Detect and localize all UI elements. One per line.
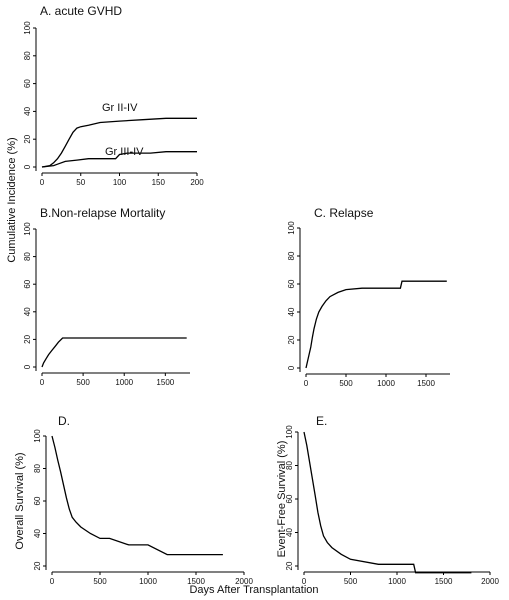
x-tick-label: 1000: [115, 378, 133, 387]
panel-title: D.: [58, 414, 70, 428]
x-tick-label: 500: [339, 379, 353, 388]
x-tick-label: 1000: [139, 577, 157, 586]
x-tick-label: 1500: [417, 379, 435, 388]
y-tick-label: 60: [23, 79, 32, 88]
x-tick-label: 150: [152, 178, 166, 187]
curve: [41, 117, 197, 168]
y-tick-label: 80: [33, 464, 42, 473]
x-tick-label: 1000: [377, 379, 395, 388]
x-tick-label: 200: [190, 178, 204, 187]
x-tick-label: 0: [40, 178, 45, 187]
x-tick-label: 100: [113, 178, 127, 187]
y-tick-label: 40: [23, 307, 32, 316]
series-label: Gr III-IV: [105, 146, 144, 158]
y-tick-label: 20: [285, 561, 294, 570]
x-tick-label: 2000: [235, 577, 253, 586]
y-tick-label: 20: [33, 561, 42, 570]
panel-title: C. Relapse: [314, 206, 374, 220]
x-tick-label: 0: [50, 577, 55, 586]
y-tick-label: 20: [23, 134, 32, 143]
y-tick-label: 60: [285, 494, 294, 503]
y-tick-label: 0: [23, 364, 32, 369]
x-tick-label: 1500: [156, 378, 174, 387]
y-tick-label: 20: [23, 334, 32, 343]
curve: [41, 151, 197, 168]
y-label: Event-Free Survival (%): [276, 441, 288, 558]
y-tick-label: 100: [23, 222, 32, 236]
y-tick-label: 40: [33, 529, 42, 538]
y-tick-label: 80: [23, 252, 32, 261]
y-tick-label: 40: [23, 106, 32, 115]
y-tick-label: 80: [287, 251, 296, 260]
x-tick-label: 50: [76, 178, 85, 187]
y-tick-label: 100: [23, 21, 32, 35]
y-tick-label: 40: [285, 528, 294, 537]
x-tick-label: 0: [304, 379, 309, 388]
curve: [51, 435, 223, 556]
curve: [303, 431, 472, 574]
y-tick-label: 60: [23, 279, 32, 288]
y-tick-label: 40: [287, 307, 296, 316]
y-label: Overall Survival (%): [14, 452, 26, 549]
x-label: Days After Transplantation: [189, 584, 318, 596]
x-tick-label: 1500: [435, 577, 453, 586]
series-label: Gr II-IV: [102, 102, 138, 114]
y-tick-label: 60: [33, 496, 42, 505]
x-tick-label: 500: [93, 577, 107, 586]
curve: [41, 337, 187, 368]
y-tick-label: 80: [23, 51, 32, 60]
x-tick-label: 2000: [481, 577, 499, 586]
y-tick-label: 100: [285, 425, 294, 439]
panel-title: B.Non-relapse Mortality: [40, 206, 165, 220]
x-tick-label: 0: [40, 378, 45, 387]
panel-title: E.: [316, 414, 327, 428]
y-tick-label: 100: [287, 221, 296, 235]
y-tick-label: 100: [33, 429, 42, 443]
x-tick-label: 1000: [388, 577, 406, 586]
x-tick-label: 1500: [187, 577, 205, 586]
y-tick-label: 20: [287, 335, 296, 344]
x-tick-label: 500: [76, 378, 90, 387]
shared-y-label: Cumulative Incidence (%): [6, 137, 18, 262]
y-tick-label: 0: [23, 164, 32, 169]
y-tick-label: 80: [285, 461, 294, 470]
panel-title: A. acute GVHD: [40, 4, 122, 18]
y-tick-label: 0: [287, 365, 296, 370]
x-tick-label: 0: [302, 577, 307, 586]
x-tick-label: 500: [344, 577, 358, 586]
y-tick-label: 60: [287, 279, 296, 288]
curve: [305, 280, 447, 369]
